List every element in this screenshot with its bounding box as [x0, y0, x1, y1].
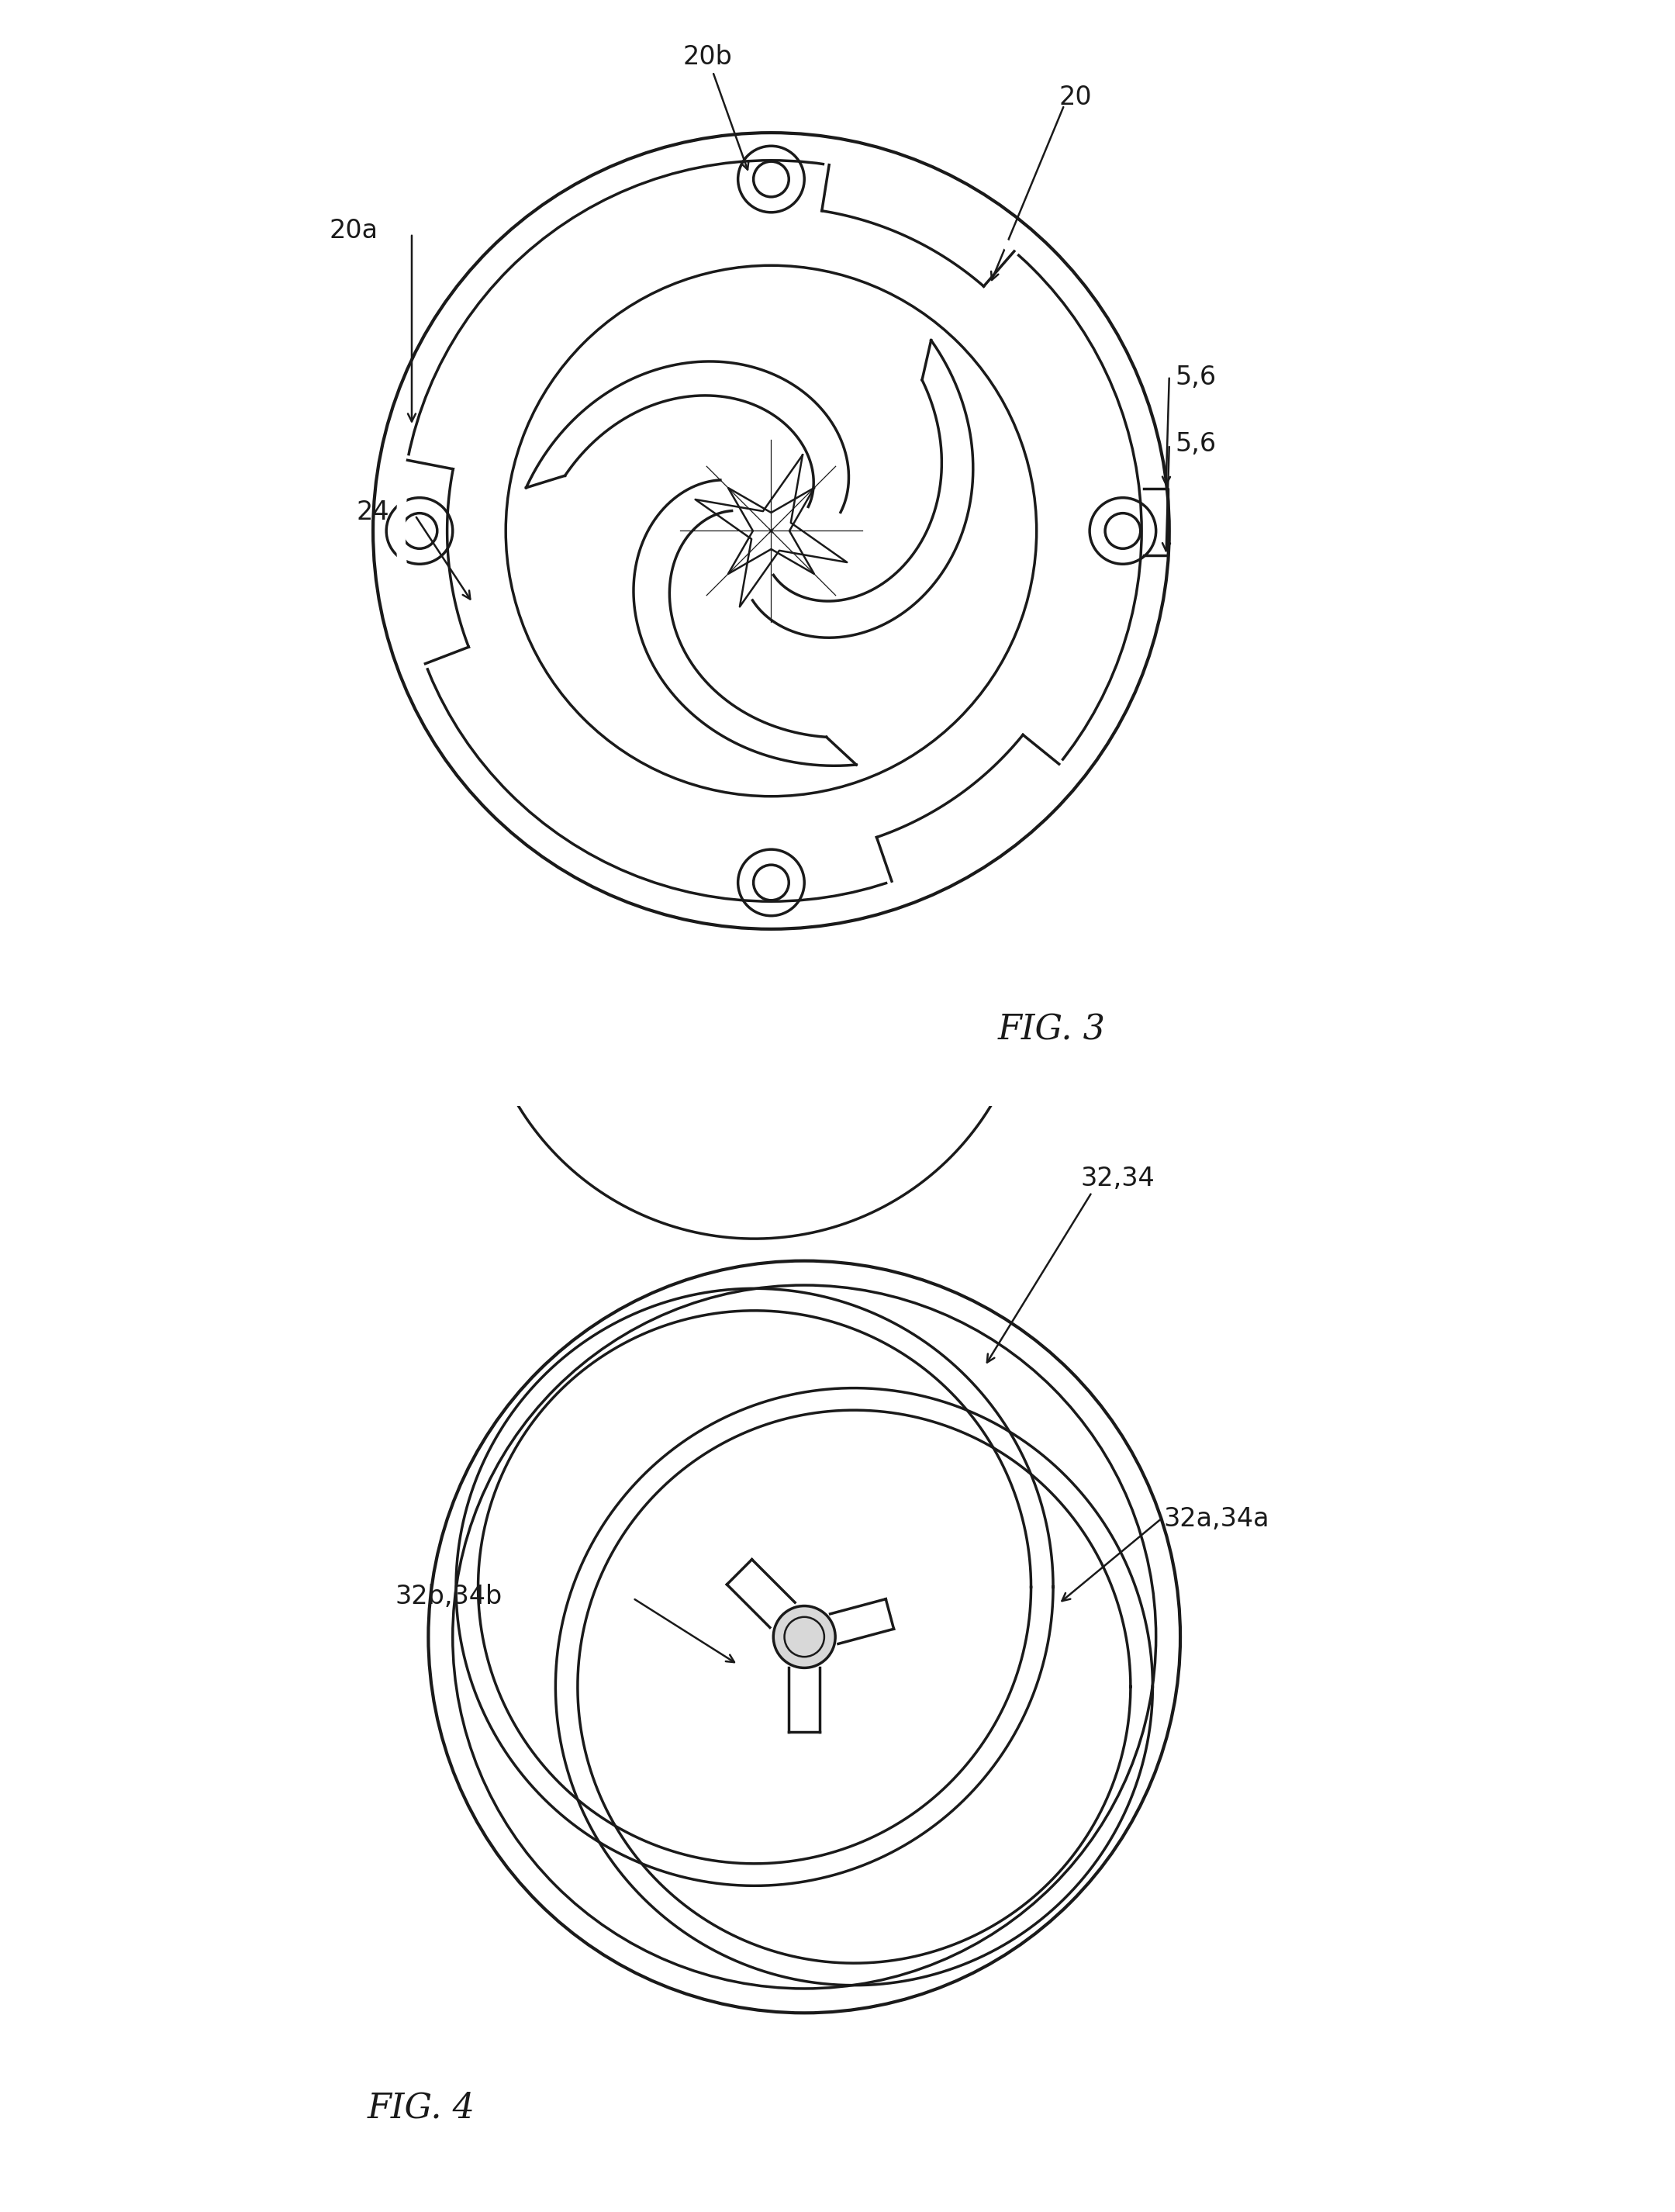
Text: 32b,34b: 32b,34b [395, 1584, 502, 1608]
Text: 32,34: 32,34 [1080, 1166, 1156, 1190]
Text: 20a: 20a [328, 217, 377, 243]
Circle shape [774, 1606, 836, 1668]
Text: FIG. 4: FIG. 4 [367, 2093, 476, 2126]
Text: FIG. 3: FIG. 3 [998, 1013, 1105, 1046]
Text: 32a,34a: 32a,34a [1164, 1506, 1270, 1531]
Text: 5,6: 5,6 [1174, 431, 1216, 456]
Text: 20b: 20b [683, 44, 749, 170]
Text: 5,6: 5,6 [1174, 365, 1216, 389]
Text: 24: 24 [357, 500, 390, 524]
Text: 20: 20 [1059, 84, 1092, 111]
